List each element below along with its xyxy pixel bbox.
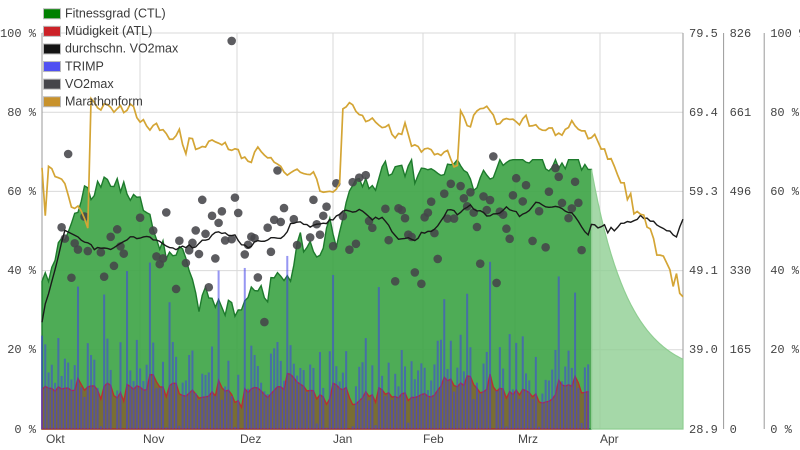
svg-text:20 %: 20 %	[770, 343, 800, 357]
svg-text:661: 661	[730, 106, 752, 120]
svg-text:Müdigkeit (ATL): Müdigkeit (ATL)	[65, 24, 152, 38]
svg-text:40 %: 40 %	[770, 264, 800, 278]
svg-text:49.1: 49.1	[689, 264, 718, 278]
svg-text:100 %: 100 %	[770, 27, 800, 41]
svg-text:Dez: Dez	[240, 432, 261, 446]
svg-text:28.9: 28.9	[689, 423, 718, 437]
svg-text:20 %: 20 %	[7, 343, 37, 357]
svg-text:39.0: 39.0	[689, 343, 718, 357]
svg-text:Mrz: Mrz	[518, 432, 538, 446]
svg-text:Okt: Okt	[46, 432, 65, 446]
svg-text:40 %: 40 %	[7, 264, 37, 278]
svg-text:330: 330	[730, 264, 752, 278]
svg-text:Fitnessgrad (CTL): Fitnessgrad (CTL)	[65, 7, 166, 21]
svg-text:496: 496	[730, 185, 752, 199]
svg-text:0 %: 0 %	[14, 423, 36, 437]
svg-text:100 %: 100 %	[0, 27, 37, 41]
svg-text:59.3: 59.3	[689, 185, 718, 199]
svg-text:durchschn. VO2max: durchschn. VO2max	[65, 42, 179, 56]
svg-text:TRIMP: TRIMP	[65, 59, 104, 73]
svg-text:Feb: Feb	[423, 432, 444, 446]
svg-text:0: 0	[730, 423, 737, 437]
svg-text:165: 165	[730, 343, 752, 357]
svg-text:80 %: 80 %	[770, 106, 800, 120]
svg-text:79.5: 79.5	[689, 27, 718, 41]
svg-text:60 %: 60 %	[770, 185, 800, 199]
svg-text:Jan: Jan	[333, 432, 352, 446]
svg-text:80 %: 80 %	[7, 106, 37, 120]
svg-text:Marathonform: Marathonform	[65, 95, 143, 109]
svg-text:Nov: Nov	[143, 432, 164, 446]
svg-text:826: 826	[730, 27, 752, 41]
svg-text:VO2max: VO2max	[65, 77, 114, 91]
svg-text:69.4: 69.4	[689, 106, 718, 120]
svg-text:Apr: Apr	[600, 432, 619, 446]
svg-text:0 %: 0 %	[770, 423, 792, 437]
svg-text:60 %: 60 %	[7, 185, 37, 199]
